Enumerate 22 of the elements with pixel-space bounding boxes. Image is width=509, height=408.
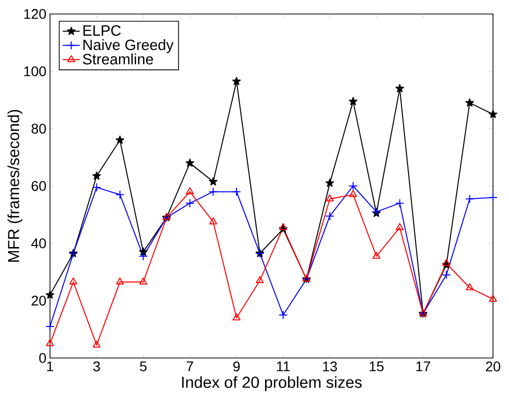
y-tick-label: 40	[31, 238, 46, 248]
y-tick-label: 60	[32, 181, 46, 191]
legend-label: Naive Greedy	[83, 39, 174, 54]
y-tick-label: 20	[32, 296, 46, 306]
legend-label: Streamline	[82, 53, 153, 64]
x-tick-label: 5	[140, 362, 147, 372]
x-tick-label: 17	[416, 362, 430, 372]
y-tick-label: 100	[24, 66, 46, 76]
x-tick-label: 13	[323, 362, 337, 372]
y-axis-title: MFR (frames/second)	[8, 110, 22, 262]
y-tick-label: 80	[32, 124, 46, 134]
y-tick-label: 0	[39, 353, 46, 363]
x-tick-label: 11	[276, 362, 290, 372]
x-axis-title: Index of 20 problem sizes	[182, 376, 362, 392]
x-tick-label: 7	[186, 362, 194, 372]
x-tick-label: 9	[233, 362, 240, 372]
x-tick-label: 15	[370, 362, 384, 372]
x-tick-label: 20	[486, 362, 500, 372]
x-tick-label: 1	[47, 362, 54, 372]
x-tick-label: 3	[93, 362, 100, 372]
legend-label: ELPC	[83, 25, 121, 36]
y-tick-label: 120	[24, 9, 46, 19]
